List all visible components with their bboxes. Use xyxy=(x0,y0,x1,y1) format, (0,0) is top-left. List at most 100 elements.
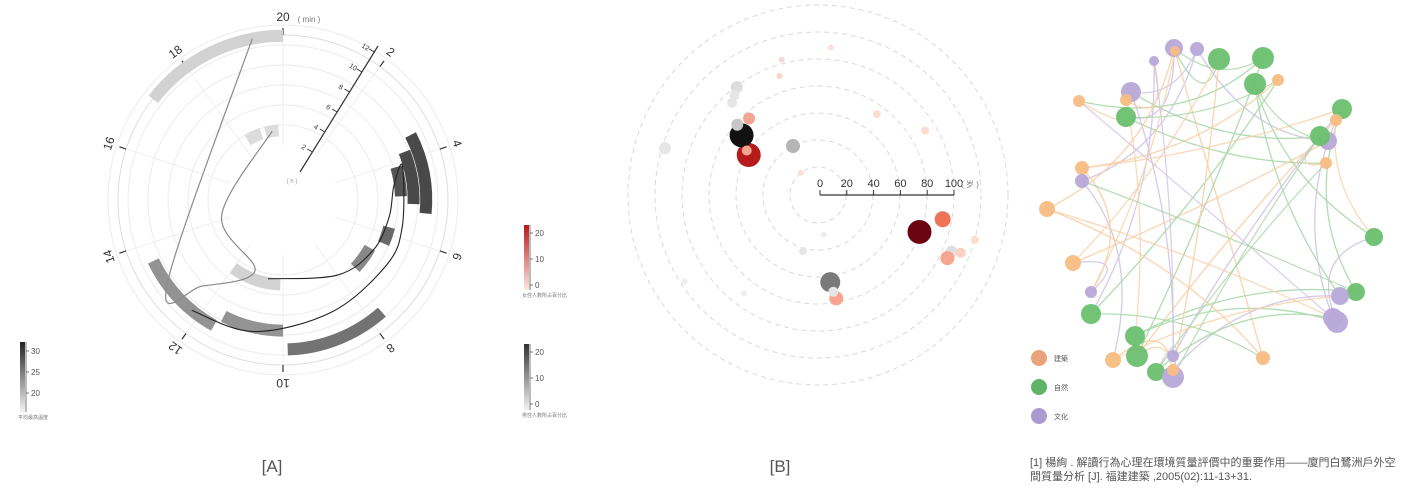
angular-tick-label: 4 xyxy=(449,138,464,149)
angular-tick-label: 14 xyxy=(100,248,118,265)
radial-scale-label: 12 xyxy=(360,43,370,53)
angular-tick-label: 10 xyxy=(276,376,290,390)
angular-tick-mark xyxy=(379,60,385,67)
network-node xyxy=(1190,42,1204,56)
data-bubble xyxy=(970,235,979,244)
radial-bar xyxy=(378,225,395,246)
data-bubble xyxy=(776,73,783,80)
colorbar-tick-label: 20 xyxy=(535,348,544,357)
data-bubble xyxy=(743,112,756,125)
data-bubble xyxy=(828,286,839,297)
data-bubble xyxy=(872,110,881,119)
angular-tick-label: 16 xyxy=(100,135,118,152)
network-edge xyxy=(1078,100,1338,323)
angular-unit-label: ( min ) xyxy=(298,15,321,24)
network-node xyxy=(1252,47,1274,69)
age-axis-label: 100 xyxy=(945,178,963,190)
network-edge xyxy=(1081,108,1343,169)
data-bubble xyxy=(786,138,801,153)
radial-bar xyxy=(148,29,284,104)
network-edge xyxy=(1155,162,1327,373)
age-axis-unit: ( 岁 ) xyxy=(961,179,979,189)
network-edge xyxy=(1172,135,1321,378)
network-node xyxy=(1326,311,1348,333)
network-node xyxy=(1167,364,1179,376)
network-edge xyxy=(1196,48,1329,142)
legend-label: 文化 xyxy=(1054,412,1068,421)
radial-scale-label: 2 xyxy=(300,144,307,152)
data-bubble xyxy=(658,142,671,155)
network-node xyxy=(1256,351,1270,365)
network-edge xyxy=(1136,119,1337,357)
network-edge xyxy=(1090,50,1176,293)
data-bubble xyxy=(729,90,740,101)
network-edge xyxy=(1314,119,1337,319)
black-trend-curve xyxy=(191,163,405,333)
data-bubble xyxy=(921,126,930,135)
radial-gridline xyxy=(207,124,359,276)
network-node xyxy=(1105,352,1121,368)
network-node xyxy=(1310,126,1330,146)
spoke-gridline xyxy=(185,66,252,156)
network-edge xyxy=(1046,47,1175,210)
network-node xyxy=(1116,107,1136,127)
legend-swatch xyxy=(1031,379,1047,395)
radial-scale-tick xyxy=(344,88,350,93)
angular-tick-mark xyxy=(119,250,127,254)
network-edge xyxy=(1134,288,1357,337)
data-bubble xyxy=(681,278,688,285)
colorbar-tick-label: 25 xyxy=(31,368,40,377)
data-bubble xyxy=(731,118,744,131)
angular-tick-label: 12 xyxy=(166,338,185,357)
data-bubble xyxy=(955,247,966,258)
network-node xyxy=(1170,46,1180,56)
colorbar-label: 平均最高溫度 xyxy=(18,414,48,421)
panel-label-a: [A] xyxy=(261,457,283,476)
network-edge xyxy=(1172,58,1220,371)
angular-tick-mark xyxy=(181,333,187,340)
network-chart-panel: 建築 自然 文化 xyxy=(1020,0,1405,487)
radial-bar xyxy=(148,258,217,331)
polar-bubble-chart: 0 20 40 60 80 100( 岁 )20100女性人數所占百分比20100男性人數… xyxy=(522,4,1009,419)
network-edge xyxy=(1046,208,1334,319)
radial-bar xyxy=(350,244,376,272)
network-edge xyxy=(1072,58,1220,264)
network-node xyxy=(1208,48,1230,70)
network-node xyxy=(1244,73,1266,95)
network-node xyxy=(1331,287,1349,305)
network-edge xyxy=(1081,180,1123,361)
colorbar-tick-label: 0 xyxy=(535,281,540,290)
angular-tick-label: 6 xyxy=(449,251,464,262)
radial-scale-label: 8 xyxy=(337,84,344,92)
male-colorbar xyxy=(524,344,529,410)
angular-tick-mark xyxy=(379,333,385,340)
radial-bar xyxy=(220,310,284,337)
network-edge xyxy=(1090,60,1155,315)
angular-tick-mark xyxy=(439,146,447,150)
network-edge xyxy=(1078,57,1264,109)
colorbar-tick-label: 10 xyxy=(535,374,544,383)
temperature-colorbar xyxy=(20,342,25,412)
data-bubble xyxy=(778,56,785,63)
angular-tick-label: 20 xyxy=(276,10,290,24)
radial-bar xyxy=(229,263,281,291)
radial-bar xyxy=(390,165,407,197)
data-bubble xyxy=(730,81,743,94)
edge-layer xyxy=(1046,47,1375,378)
network-edge xyxy=(1334,119,1375,238)
data-bubble xyxy=(940,251,955,266)
network-node xyxy=(1081,304,1101,324)
radial-gridline xyxy=(107,24,459,376)
network-node xyxy=(1120,94,1132,106)
spoke-gridline xyxy=(125,216,231,252)
colorbar-tick-label: 20 xyxy=(535,229,544,238)
data-bubble xyxy=(741,145,752,156)
network-node xyxy=(1332,99,1352,119)
network-edge xyxy=(1090,79,1279,315)
network-edge xyxy=(1046,208,1264,359)
network-node xyxy=(1125,326,1145,346)
age-axis-label: 80 xyxy=(921,178,933,190)
radial-scale-axis xyxy=(299,45,379,173)
female-colorbar xyxy=(524,225,529,290)
